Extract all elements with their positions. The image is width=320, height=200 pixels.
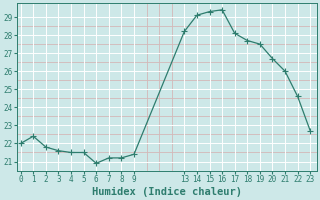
X-axis label: Humidex (Indice chaleur): Humidex (Indice chaleur) (92, 186, 242, 197)
